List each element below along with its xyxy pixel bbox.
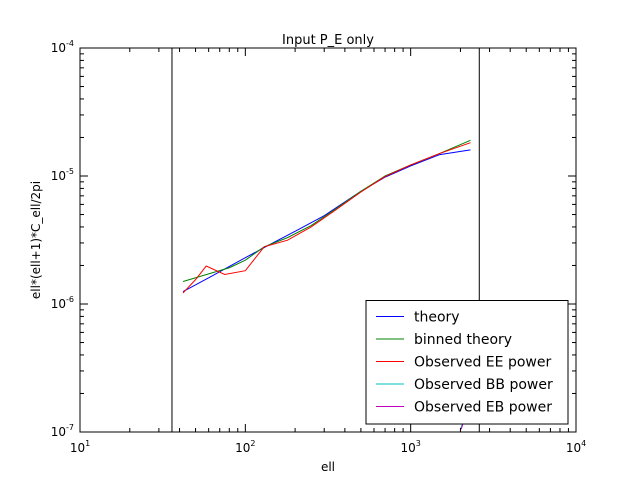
y-axis-label: ell*(ell+1)*C_ell/2pi bbox=[29, 181, 43, 299]
y-tick-exponent-1: -6 bbox=[66, 295, 74, 304]
axes-frame bbox=[79, 47, 577, 433]
y-tick-label-3: 10-4 bbox=[51, 39, 74, 55]
y-tick-base-1: 10 bbox=[51, 297, 66, 311]
legend-label-1: binned theory bbox=[414, 332, 512, 348]
series-line-2 bbox=[182, 142, 471, 294]
x-tick-base-3: 10 bbox=[566, 441, 581, 455]
x-tick-label-0: 101 bbox=[70, 439, 90, 455]
series-group bbox=[182, 139, 472, 430]
plot-area: 101 102 103 10410-710-610-510-4theorybinned… bbox=[51, 39, 586, 455]
x-tick-base-0: 10 bbox=[70, 441, 85, 455]
y-tick-base-0: 10 bbox=[51, 425, 66, 439]
y-tick-base-3: 10 bbox=[51, 41, 66, 55]
legend-box bbox=[365, 300, 569, 425]
x-tick-label-1: 102 bbox=[235, 439, 255, 455]
legend: theory binned theory Observed EE power Obse… bbox=[365, 300, 569, 425]
chart-title: Input P_E only bbox=[282, 33, 374, 48]
x-tick-exponent-3: 4 bbox=[581, 439, 586, 448]
x-tick-base-1: 10 bbox=[235, 441, 250, 455]
x-tick-label-3: 104 bbox=[566, 439, 586, 455]
x-tick-exponent-0: 1 bbox=[85, 439, 90, 448]
legend-label-0: theory bbox=[414, 310, 460, 326]
y-tick-label-0: 10-7 bbox=[51, 423, 74, 439]
series-line-0 bbox=[182, 149, 471, 293]
y-tick-exponent-0: -7 bbox=[66, 423, 74, 432]
x-axis-label: ell bbox=[321, 460, 335, 474]
y-tick-exponent-3: -4 bbox=[66, 39, 74, 48]
x-tick-base-2: 10 bbox=[400, 441, 415, 455]
y-tick-label-1: 10-6 bbox=[51, 295, 74, 311]
y-tick-exponent-2: -5 bbox=[66, 167, 74, 176]
y-tick-label-2: 10-5 bbox=[51, 167, 74, 183]
y-tick-base-2: 10 bbox=[51, 169, 66, 183]
x-tick-exponent-1: 2 bbox=[250, 439, 255, 448]
x-tick-label-2: 103 bbox=[400, 439, 420, 455]
legend-label-4: Observed EB power bbox=[414, 400, 552, 416]
x-tick-exponent-2: 3 bbox=[416, 439, 421, 448]
legend-label-2: Observed EE power bbox=[414, 355, 551, 371]
legend-label-3: Observed BB power bbox=[414, 377, 553, 393]
